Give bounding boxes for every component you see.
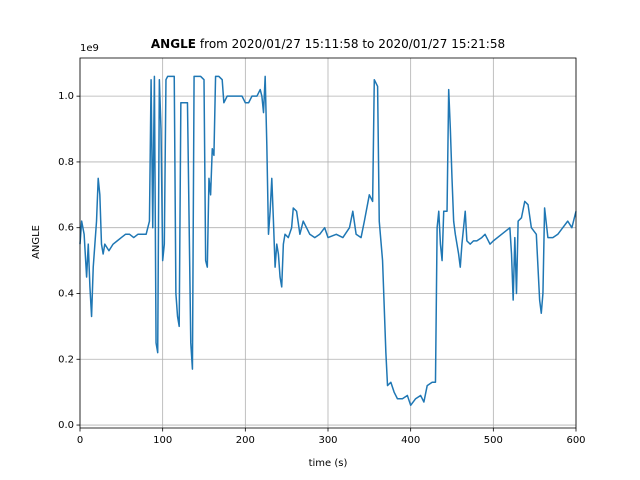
plot-frame (79, 57, 577, 429)
x-tick-label: 300 (318, 435, 337, 446)
y-tick-label: 0.4 (58, 288, 74, 299)
y-tick-label: 1.0 (58, 91, 74, 102)
y-tick-label: 0.2 (58, 354, 74, 365)
x-axis-label: time (s) (309, 458, 348, 469)
x-tick-label: 0 (77, 435, 83, 446)
x-tick-label: 400 (401, 435, 420, 446)
x-tick-label: 500 (484, 435, 503, 446)
chart-title: ANGLE from 2020/01/27 15:11:58 to 2020/01… (151, 37, 505, 51)
y-offset-label: 1e9 (80, 43, 99, 54)
y-tick-label: 0.6 (58, 223, 74, 234)
x-tick-label: 200 (236, 435, 255, 446)
x-tick-label: 100 (153, 435, 172, 446)
y-tick-label: 0.8 (58, 157, 74, 168)
title-bold: ANGLE (151, 37, 196, 51)
data-line (79, 75, 577, 407)
y-axis-label: ANGLE (31, 225, 42, 259)
x-tick-label: 600 (566, 435, 585, 446)
title-text: from 2020/01/27 15:11:58 to 2020/01/27 1… (200, 37, 505, 51)
y-tick-label: 0.0 (58, 420, 74, 431)
